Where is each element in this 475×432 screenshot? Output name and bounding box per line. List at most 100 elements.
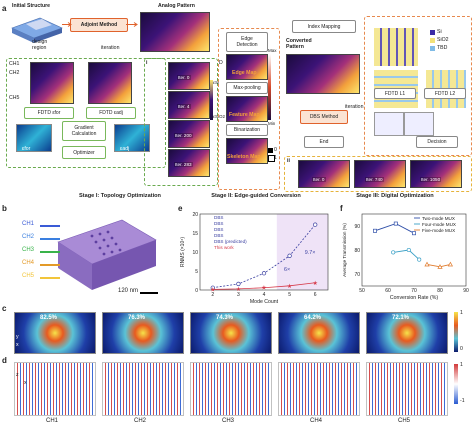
d-axis-x: x [24,380,27,386]
chart-e-point-1-3: ★ [287,283,292,290]
b-ch2-arrow [40,238,60,240]
dbs-method-box: DBS Method [300,110,348,124]
chart-e-ytick-1: 5 [195,269,198,275]
dbs-iter-0-image [298,160,350,188]
chart-f-legend-1: Four-mode MUX [422,222,456,227]
iter-283-image [168,149,210,177]
panel-letter-e: e [178,204,183,213]
mode-field-4 [278,312,360,354]
bin-0-swatch [268,148,273,153]
chart-e-predicted-region [276,214,328,290]
end-box: End [304,136,344,148]
chart-f-ytick-1: 80 [354,248,360,254]
d-ch3-label: CH3 [222,418,235,424]
dbs-iter-1050-image [410,160,462,188]
chart-f-series-1-line [393,249,420,260]
legend-sio2: SiO2 [437,37,449,43]
d-colorbar-bot: -1 [460,398,465,404]
chart-f-xtick-0: 50 [359,288,365,294]
max-pooling-box: Max-pooling [226,82,268,94]
b-ch3-label: CH3 [22,247,35,253]
chart-e-legend-1: DBS [214,221,223,226]
legend-si-swatch [430,30,435,35]
feature-map-image [226,96,268,122]
arrow-to-adjoint [62,22,72,27]
legend-tbd-swatch [430,46,435,51]
chart-f-legend-0: Two-mode MUX [422,216,455,221]
b-ch2-label: CH2 [22,234,35,240]
chart-e-legend-5: This work [214,245,234,250]
chart-e-legend-4: DBS (predicted) [214,239,247,244]
feature-colorbar [268,54,271,120]
panel-letter-d: d [2,356,7,365]
binarization-box: Binarization [226,124,268,136]
ch1-label: CH1 [9,61,20,67]
stage-iii-title: Stage III: Digital Optimization [356,193,434,199]
chart-e-annot-1: 9.7× [305,250,316,256]
chart-f-point-1-0 [391,250,396,255]
chart-e-ytick-3: 15 [192,231,198,237]
d-label: D [219,60,223,66]
sub-panel-i-frame [144,58,218,186]
feature-map-label: Feature Map [229,112,260,118]
chart-e-ytick-2: 10 [192,250,198,256]
dbs-iter-740-label: Iter. 740 [365,177,384,182]
chart-f-point-0-1 [393,221,398,226]
chart-f-point-2-1 [437,264,443,269]
legend-tbd: TBD [437,45,448,51]
arrow-to-analog [126,22,138,27]
propagation-field-ch4 [278,362,360,416]
chart-e-point-0-0 [210,285,215,290]
skeleton-map-label: Skeleton Map [227,154,261,160]
dbs-loop-frame [364,16,472,156]
iter-283-label: Iter. 283 [174,162,193,167]
chart-e-annot-0: 6× [284,267,290,273]
bin-1-swatch [268,155,275,162]
d-colorbar [454,364,458,404]
sub-panel-ii-label: ii [287,158,290,164]
chart-f-xtick-4: 90 [463,288,469,294]
optimizer-box: Optimizer [62,146,106,159]
propagation-field-ch2 [102,362,184,416]
chart-e-legend-3: DBS [214,233,223,238]
chart-f-point-0-2 [412,231,416,236]
legend-sio2-swatch [430,38,435,43]
c-colorbar-bot: 0 [460,346,463,352]
b-ch4-arrow [40,264,60,266]
chart-f-point-2-2 [447,261,453,267]
chart-f-frame [361,213,467,287]
c-colorbar-top: 1 [460,310,463,316]
colorbar-min: Min [268,121,276,126]
panel-letter-c: c [2,304,7,313]
mode-4-percent: 64.2% [304,315,322,321]
eps-colorbar [210,80,213,120]
chart-e-series-1-line [212,282,316,290]
adjoint-field-image [88,62,132,104]
design-region-label: design region [32,39,48,51]
dbs-iter-0-label: Iter. 0 [312,177,326,182]
propagation-field-ch1 [14,362,96,416]
edge-detection-box: Edge Detection [226,32,268,52]
b-ch4-label: CH4 [22,260,35,266]
chart-e-legend-2: DBS [214,227,223,232]
eps-forward-image [16,124,52,152]
mode-field-5 [366,312,448,354]
mode-5-percent: 72.1% [392,315,410,321]
index-mapping-box: Index Mapping [292,20,356,33]
chart-e-legend-0: DBS [214,215,223,220]
topology-loop-frame [6,58,166,168]
eps-adj-label: εadj [120,146,130,152]
fdtd-l2-box: FDTD L2 [424,88,466,99]
edge-map-label: Edge Map [232,70,257,76]
c-axis-y: y [16,334,19,340]
eps-for-label: εfor [22,146,31,152]
chart-e-point-1-2: ★ [261,285,266,292]
chart-e-ytick-4: 20 [192,212,198,218]
d-axis-z: z [16,372,19,378]
iter-0-label: Iter. 0 [177,75,191,80]
iter-200-image [168,120,210,148]
chart-f-xlabel: Conversion Rate (%) [390,295,438,301]
iteration-label-dbs: iteration [345,104,364,110]
rnms-chart: 2 3 4 5 6 0 5 10 15 20 Mode Count RNMS (×10⁴) ★ ★ ★ ★ ★ D… [180,212,329,305]
d-ch4-label: CH4 [310,418,323,424]
